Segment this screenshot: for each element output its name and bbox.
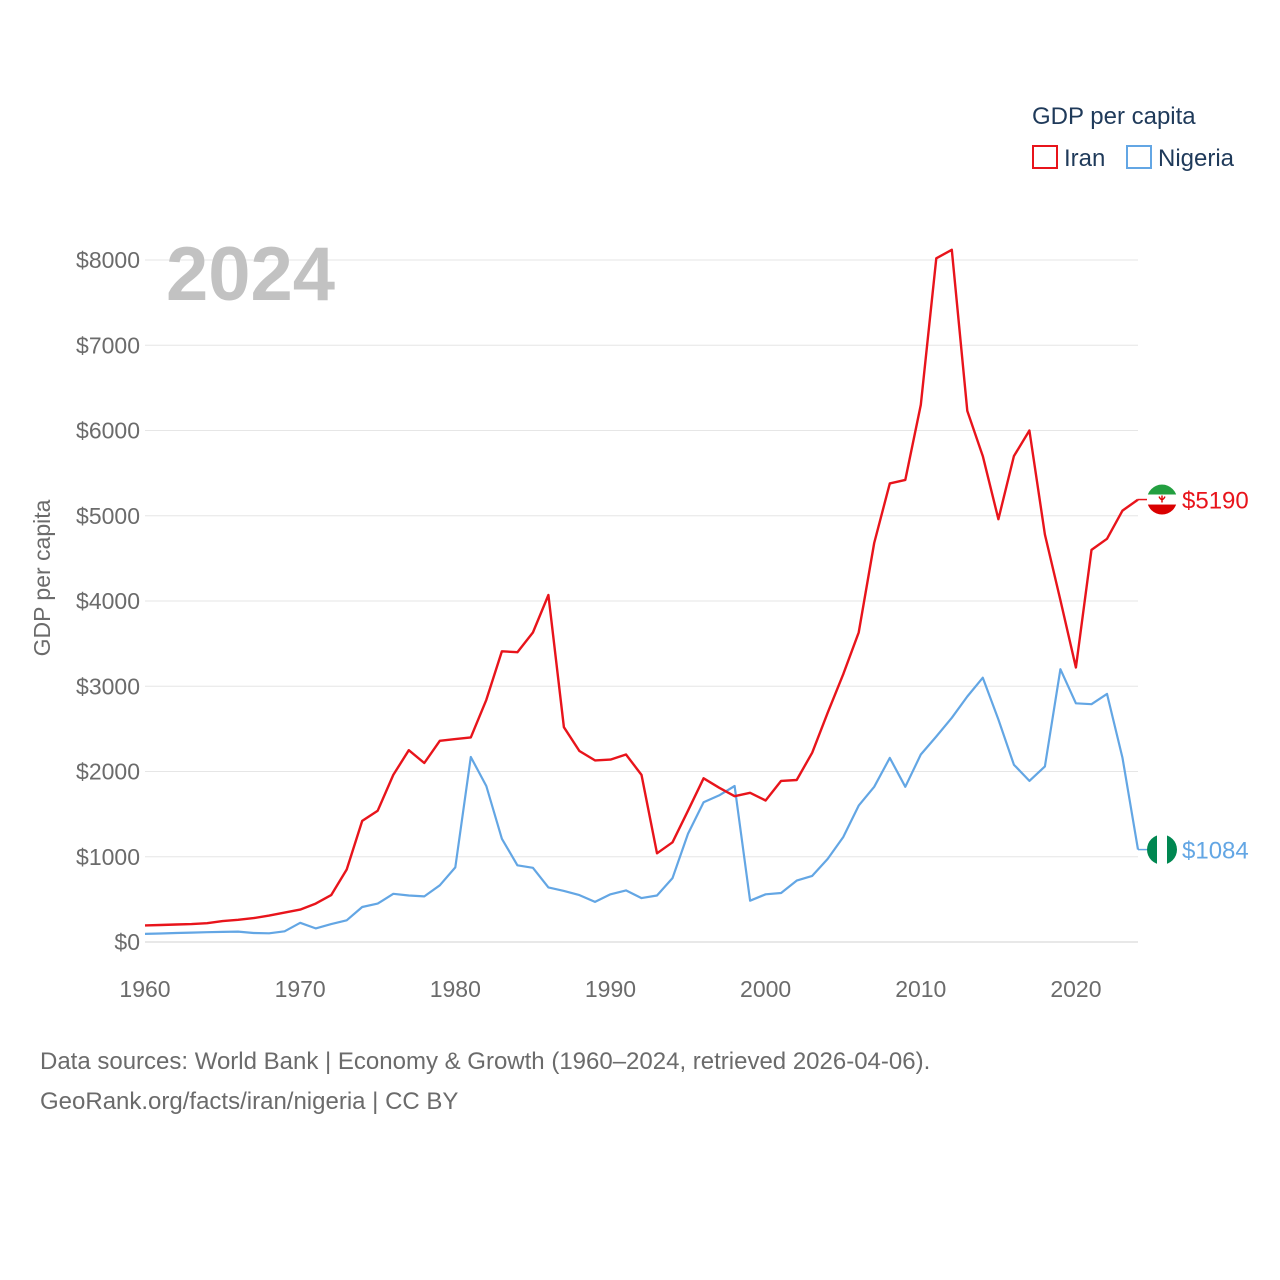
legend: GDP per capita Iran Nigeria — [1032, 103, 1235, 172]
gdp-chart: GDP per capita Iran Nigeria $0 $1000 $2000… — [29, 103, 1249, 1002]
year-watermark: 2024 — [166, 232, 335, 317]
data-sources: Data sources: World Bank | Economy & Gro… — [40, 1048, 931, 1075]
x-tick-label: 2000 — [740, 976, 791, 1002]
source-link[interactable]: GeoRank.org/facts/iran/nigeria | CC BY — [40, 1088, 459, 1115]
x-tick-label: 2010 — [895, 976, 946, 1002]
y-tick-label: $2000 — [76, 759, 140, 785]
legend-swatch-iran[interactable] — [1032, 145, 1058, 169]
x-axis-ticks: 1960 1970 1980 1990 2000 2010 2020 — [119, 976, 1101, 1002]
gridlines — [145, 259, 1138, 943]
x-tick-label: 1990 — [585, 976, 636, 1002]
y-tick-label: $5000 — [76, 503, 140, 529]
end-value-nigeria: $1084 — [1182, 838, 1249, 865]
legend-title: GDP per capita — [1032, 103, 1196, 130]
y-tick-label: $4000 — [76, 588, 140, 614]
x-tick-label: 1960 — [119, 976, 170, 1002]
end-marker-iran: $5190 — [1138, 484, 1249, 515]
y-tick-label: $7000 — [76, 332, 140, 358]
y-axis-title: GDP per capita — [29, 499, 55, 656]
end-value-iran: $5190 — [1182, 488, 1249, 515]
end-marker-nigeria: $1084 — [1138, 834, 1249, 865]
footer: Data sources: World Bank | Economy & Gro… — [40, 1042, 1240, 1122]
x-tick-label: 2020 — [1050, 976, 1101, 1002]
y-tick-label: $0 — [114, 929, 140, 955]
iran-flag-icon — [1147, 484, 1177, 515]
nigeria-flag-icon — [1147, 834, 1177, 865]
legend-label-iran[interactable]: Iran — [1064, 145, 1105, 172]
legend-label-nigeria[interactable]: Nigeria — [1158, 145, 1235, 172]
y-tick-label: $8000 — [76, 247, 140, 273]
y-tick-label: $6000 — [76, 418, 140, 444]
x-tick-label: 1970 — [275, 976, 326, 1002]
x-tick-label: 1980 — [430, 976, 481, 1002]
y-axis-ticks: $0 $1000 $2000 $3000 $4000 $5000 $6000 $7000 $80… — [76, 247, 140, 955]
y-tick-label: $1000 — [76, 844, 140, 870]
legend-swatch-nigeria[interactable] — [1126, 145, 1152, 169]
y-tick-label: $3000 — [76, 673, 140, 699]
series-line-nigeria[interactable] — [144, 668, 1140, 935]
series-line-iran[interactable] — [144, 248, 1139, 927]
